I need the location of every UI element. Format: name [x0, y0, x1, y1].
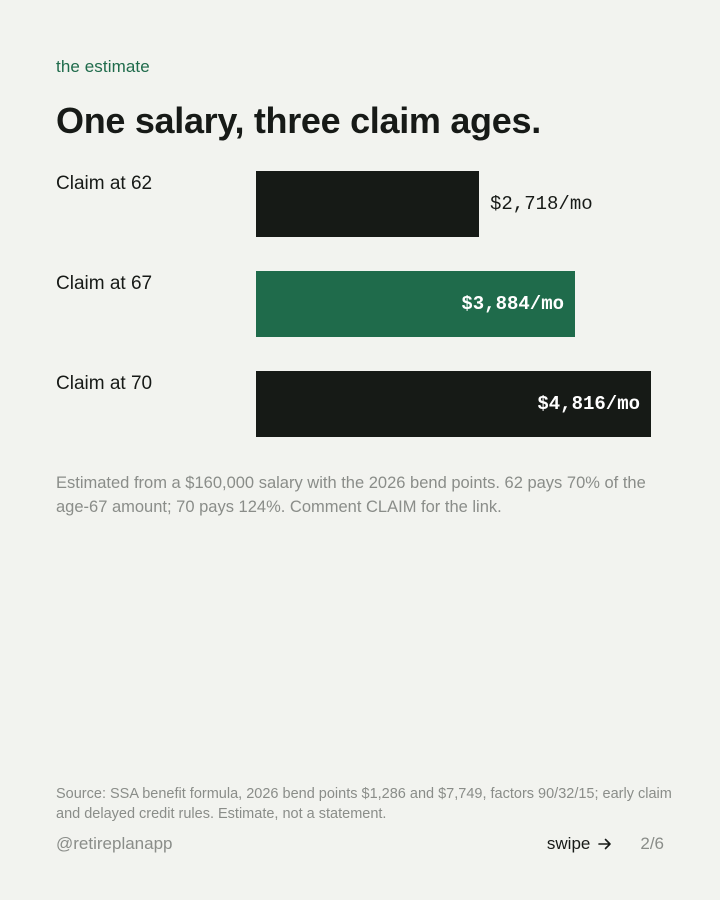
bar-chart: Claim at 62 $2,718/mo Claim at 67 $3,884/mo…: [56, 171, 651, 437]
source-note: Source: SSA benefit formula, 2026 bend p…: [56, 786, 672, 822]
page-title: One salary, three claim ages.: [56, 100, 541, 141]
bar: [256, 271, 575, 337]
arrow-right-icon: [598, 838, 612, 850]
chart-note: Estimated from a $160,000 salary with th…: [56, 474, 646, 516]
bar-value-label: $3,884/mo: [461, 293, 564, 315]
bar-value-label: $4,816/mo: [537, 393, 640, 415]
kicker: the estimate: [56, 57, 150, 76]
bar-label: Claim at 67: [56, 273, 153, 294]
page-indicator: 2/6: [640, 834, 664, 853]
account-handle: @retireplanapp: [56, 834, 173, 853]
swipe-hint[interactable]: swipe: [547, 834, 612, 854]
bar-label: Claim at 70: [56, 373, 153, 394]
bar-value-label: $2,718/mo: [490, 193, 593, 215]
footer: @retireplanapp swipe 2/6: [56, 834, 664, 854]
bar-label: Claim at 62: [56, 173, 153, 194]
swipe-label: swipe: [546, 834, 591, 853]
bar: [256, 171, 479, 237]
bar: [256, 371, 651, 437]
